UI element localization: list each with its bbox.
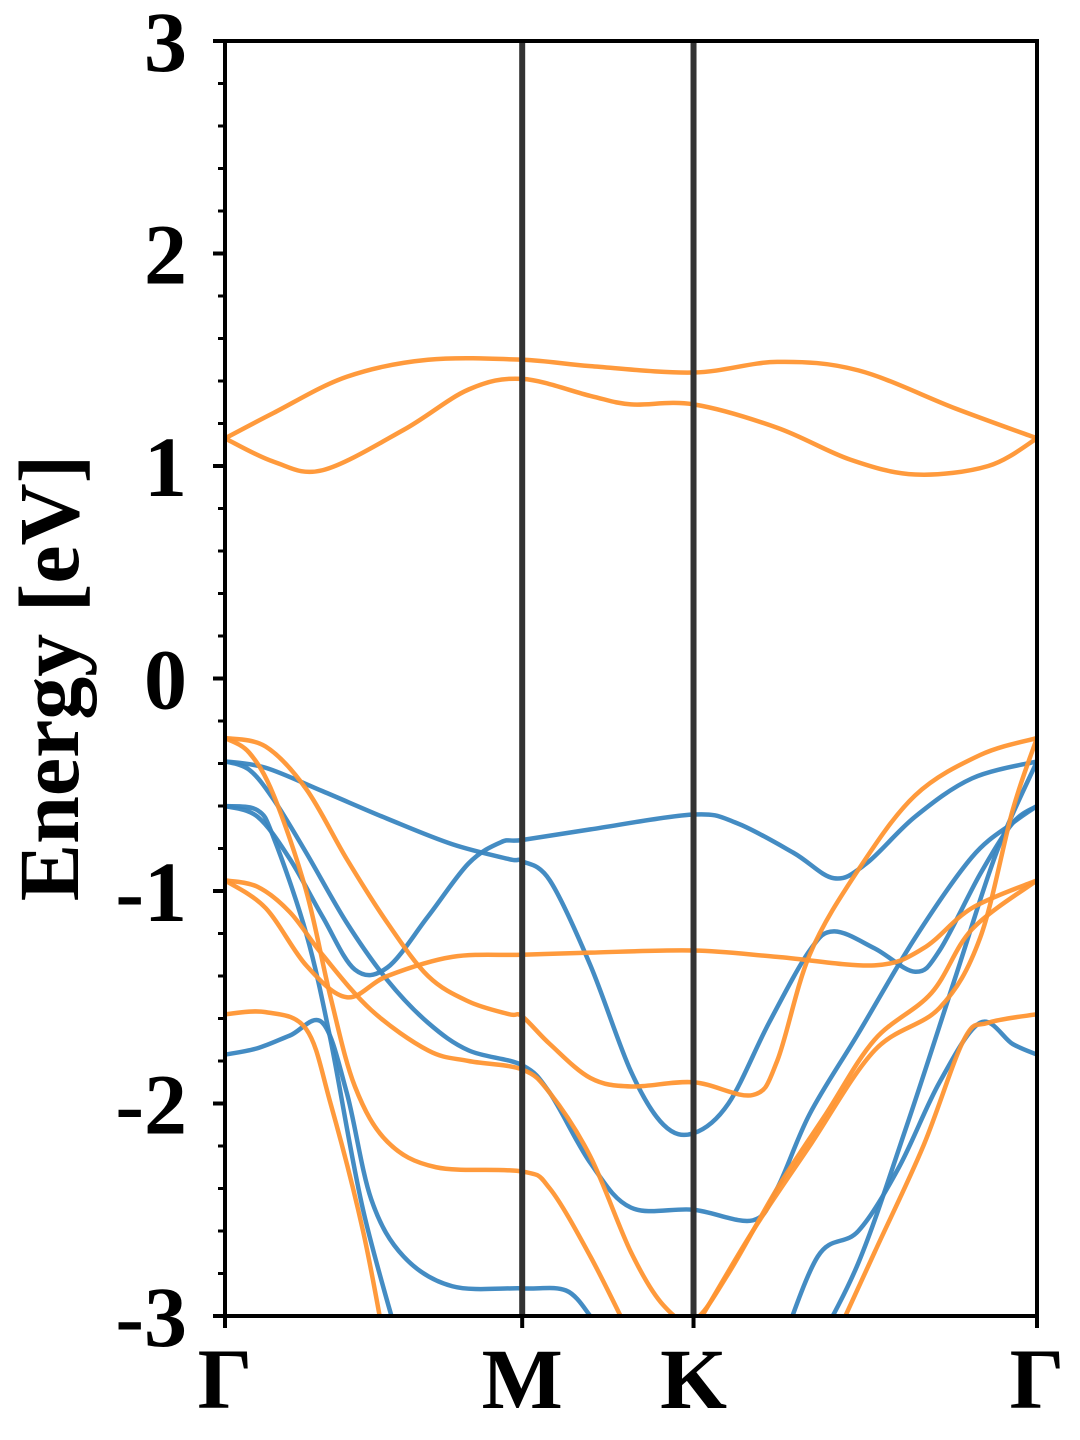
- band-line-5: [225, 759, 1037, 1224]
- y-tick-label: 2: [144, 207, 187, 303]
- y-tick-label: -3: [115, 1269, 187, 1365]
- y-tick-label: 3: [144, 0, 187, 90]
- band-line-1: [225, 355, 1037, 441]
- band-line-10: [225, 735, 1037, 1098]
- band-line-7: [225, 803, 394, 1316]
- x-tick-label: M: [482, 1331, 563, 1427]
- y-tick-label: -2: [115, 1057, 187, 1153]
- series-layer: [225, 355, 1037, 1316]
- band-line-15: [699, 735, 1037, 1316]
- band-line-16: [842, 1012, 1037, 1316]
- band-line-2: [225, 376, 1037, 477]
- y-axis-ticks: 3 2 1 0 -1 -2 -3: [115, 0, 225, 1365]
- y-tick-label: 1: [144, 419, 187, 515]
- band-line-4: [225, 759, 1037, 978]
- band-line-14: [225, 1009, 382, 1316]
- x-tick-label: K: [660, 1331, 727, 1427]
- band-line-9: [830, 759, 1037, 1316]
- band-line-8: [790, 1019, 1037, 1316]
- y-tick-label: 0: [144, 632, 187, 728]
- band-line-12: [225, 878, 1037, 1316]
- y-tick-label: -1: [115, 844, 187, 940]
- band-line-11: [225, 878, 1037, 1000]
- band-line-3: [225, 759, 1037, 1138]
- x-tick-label: Γ: [1010, 1331, 1065, 1427]
- y-axis-label: Energy [eV]: [1, 455, 97, 902]
- band-line-13: [225, 735, 624, 1316]
- band-line-6: [225, 1017, 593, 1316]
- high-symmetry-dividers: [519, 41, 697, 1316]
- x-tick-label: Γ: [198, 1331, 253, 1427]
